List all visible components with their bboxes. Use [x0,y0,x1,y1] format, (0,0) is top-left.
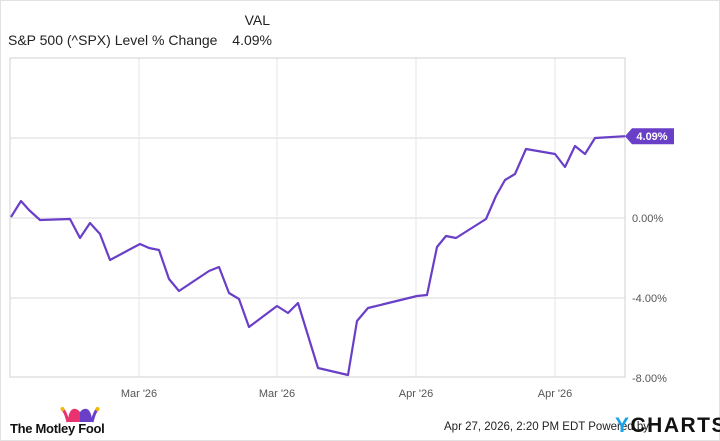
motley-fool-jester-icon [60,407,100,423]
ycharts-logo[interactable]: YCHARTS [615,414,720,438]
last-value-tag: 4.09% [625,128,674,145]
last-value-label: 4.09% [636,131,667,143]
series-line-spx[interactable] [10,135,626,377]
ycharts-logo-text: CHARTS [630,414,720,437]
timestamp: Apr 27, 2026, 2:20 PM EDT [444,421,586,433]
footer-timestamp: Apr 27, 2026, 2:20 PM EDT Powered by [444,421,649,433]
x-tick-label: Mar '26 [259,388,295,400]
y-axis: 0.00% -4.00% -8.00% [632,213,667,385]
x-tick-label: Apr '26 [399,388,434,400]
plot-area-border [9,57,626,378]
legend-series-name[interactable]: S&P 500 (^SPX) Level % Change [8,32,218,48]
motley-fool-logo: The Motley Fool [10,421,105,436]
powered-by-label: Powered by [588,421,649,433]
ycharts-logo-y: Y [615,414,631,437]
legend-header: VAL [244,12,270,28]
y-tick-label: -4.00% [632,293,667,305]
legend-series-value: 4.09% [232,32,272,48]
y-tick-label: -8.00% [632,373,667,385]
gridlines [10,58,625,377]
x-tick-label: Mar '26 [121,388,157,400]
x-axis: Mar '26 Mar '26 Apr '26 Apr '26 [121,388,572,400]
y-tick-label: 0.00% [632,213,663,225]
x-tick-label: Apr '26 [538,388,573,400]
